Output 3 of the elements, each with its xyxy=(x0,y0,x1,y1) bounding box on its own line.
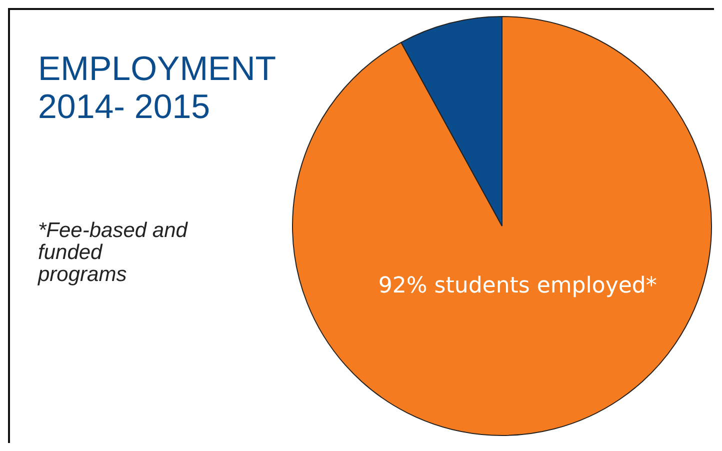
text: EMPLOYMENT 2014- 2015 xyxy=(38,50,276,126)
data-label: 92% students employed* xyxy=(378,274,657,299)
text: *Fee-based and funded programs xyxy=(38,219,188,286)
